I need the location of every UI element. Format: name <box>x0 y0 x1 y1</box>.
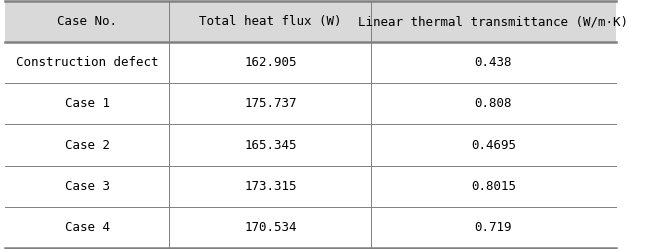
Bar <box>371 124 615 166</box>
Text: 162.905: 162.905 <box>244 57 297 69</box>
Text: Case 4: Case 4 <box>64 221 109 234</box>
Text: 173.315: 173.315 <box>244 180 297 192</box>
Text: 0.438: 0.438 <box>475 57 512 69</box>
Text: 170.534: 170.534 <box>244 221 297 234</box>
Text: Case 2: Case 2 <box>64 138 109 152</box>
Bar <box>371 83 615 124</box>
Text: 0.4695: 0.4695 <box>471 138 516 152</box>
Bar <box>371 1 615 42</box>
Bar <box>5 207 169 248</box>
Bar <box>169 124 371 166</box>
Bar <box>371 166 615 207</box>
Text: 0.808: 0.808 <box>475 97 512 111</box>
Bar <box>371 207 615 248</box>
Bar <box>169 166 371 207</box>
Bar <box>5 83 169 124</box>
Text: 0.8015: 0.8015 <box>471 180 516 192</box>
Bar <box>5 1 169 42</box>
Bar <box>169 207 371 248</box>
Text: 175.737: 175.737 <box>244 97 297 111</box>
Text: Linear thermal transmittance (W/m·K): Linear thermal transmittance (W/m·K) <box>358 15 628 28</box>
Text: Total heat flux (W): Total heat flux (W) <box>199 15 342 28</box>
Bar <box>5 124 169 166</box>
Bar <box>169 42 371 83</box>
Text: 0.719: 0.719 <box>475 221 512 234</box>
Bar <box>169 83 371 124</box>
Bar <box>371 42 615 83</box>
Bar <box>169 1 371 42</box>
Text: Construction defect: Construction defect <box>16 57 158 69</box>
Text: Case 1: Case 1 <box>64 97 109 111</box>
Text: Case No.: Case No. <box>57 15 117 28</box>
Bar <box>5 42 169 83</box>
Bar <box>5 166 169 207</box>
Text: Case 3: Case 3 <box>64 180 109 192</box>
Text: 165.345: 165.345 <box>244 138 297 152</box>
